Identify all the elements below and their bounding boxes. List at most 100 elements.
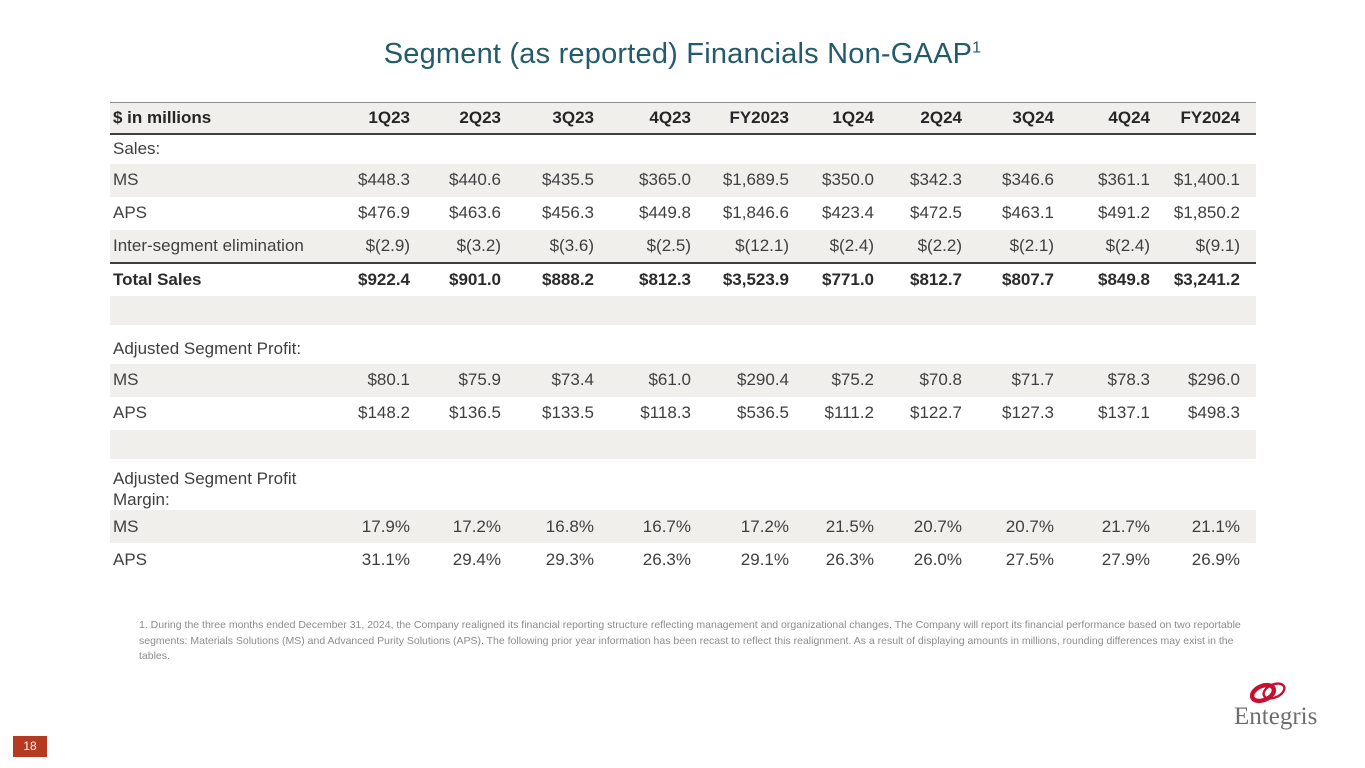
value-cell: $491.2 bbox=[1098, 203, 1150, 222]
logo-wordmark: Entegris bbox=[1234, 703, 1317, 730]
value-cell: $1,846.6 bbox=[722, 203, 789, 222]
table-row bbox=[110, 459, 1256, 468]
value-cell: 20.7% bbox=[978, 510, 1070, 543]
table-row: APS 31.1% 29.4% 29.3% 26.3% 29.1% 26.3% 26.0% 27… bbox=[110, 543, 1256, 576]
value-cell: $361.1 bbox=[1070, 163, 1166, 197]
value-cell: $70.8 bbox=[890, 363, 978, 397]
value-cell: $440.6 bbox=[426, 163, 517, 197]
value-cell: $498.3 bbox=[1188, 403, 1240, 422]
column-header-cell: 2Q24 bbox=[890, 102, 978, 135]
row-label-cell: APS bbox=[113, 203, 148, 222]
page-number-badge: 18 bbox=[13, 736, 47, 757]
table-row bbox=[110, 429, 1256, 459]
value-cell: $290.4 bbox=[707, 363, 805, 397]
value-cell: 26.3% bbox=[825, 549, 874, 569]
value-cell: $136.5 bbox=[449, 403, 501, 422]
section-label: Sales: bbox=[113, 139, 161, 159]
value-cell: $472.5 bbox=[910, 203, 962, 222]
value-cell: $365.0 bbox=[610, 163, 707, 197]
table-header-row: $ in millions 1Q23 2Q23 3Q23 4Q23 FY2023 1Q24 2… bbox=[110, 102, 1256, 135]
table-row: APS $148.2 $136.5 $133.5 $118.3 $536.5 $111.2 $… bbox=[110, 397, 1256, 430]
value-cell: 21.1% bbox=[1166, 510, 1256, 543]
value-cell: $73.4 bbox=[517, 363, 610, 397]
spacer-cell bbox=[110, 459, 1256, 468]
value-cell: $(2.9) bbox=[350, 229, 426, 264]
value-cell: $127.3 bbox=[1002, 403, 1054, 422]
table-row: APS $476.9 $463.6 $456.3 $449.8 $1,846.6 $423.… bbox=[110, 197, 1256, 230]
value-cell: $849.8 bbox=[1098, 269, 1150, 289]
table-row: Total Sales $922.4 $901.0 $888.2 $812.3 $3,52… bbox=[110, 263, 1256, 296]
column-header-cell: 2Q23 bbox=[426, 102, 517, 135]
value-cell: $148.2 bbox=[358, 403, 410, 422]
entegris-logo: Entegris bbox=[1233, 680, 1325, 735]
value-cell: $122.7 bbox=[910, 403, 962, 422]
table-body: Sales: MS $448.3 $440.6 $435.5 $365.0 $1,689.5… bbox=[110, 134, 1256, 577]
value-cell: $3,523.9 bbox=[722, 269, 789, 289]
value-cell: $888.2 bbox=[542, 269, 594, 289]
section-label: Adjusted Segment Profit Margin: bbox=[113, 468, 297, 509]
unit-label-header-cell: $ in millions bbox=[110, 102, 350, 135]
value-cell: $118.3 bbox=[640, 403, 691, 422]
financials-table: $ in millions 1Q23 2Q23 3Q23 4Q23 FY2023 1Q24 2… bbox=[110, 102, 1256, 576]
spacer-cell bbox=[110, 325, 1256, 334]
value-cell: 26.3% bbox=[642, 549, 691, 569]
value-cell: $71.7 bbox=[978, 363, 1070, 397]
value-cell: $536.5 bbox=[737, 403, 789, 422]
spacer-cell bbox=[110, 429, 1256, 459]
value-cell: 17.9% bbox=[350, 510, 426, 543]
value-cell: 16.7% bbox=[610, 510, 707, 543]
value-cell: $(2.5) bbox=[610, 229, 707, 264]
row-label-cell: MS bbox=[110, 363, 350, 397]
value-cell: 21.7% bbox=[1070, 510, 1166, 543]
value-cell: $78.3 bbox=[1070, 363, 1166, 397]
value-cell: $296.0 bbox=[1166, 363, 1256, 397]
table-row bbox=[110, 325, 1256, 334]
value-cell: $435.5 bbox=[517, 163, 610, 197]
value-cell: $(2.4) bbox=[1070, 229, 1166, 264]
title-footnote-ref: 1 bbox=[972, 39, 982, 57]
value-cell: 27.9% bbox=[1101, 549, 1150, 569]
column-header-cell: 4Q24 bbox=[1070, 102, 1166, 135]
spacer-cell bbox=[110, 295, 1256, 325]
column-header-cell: FY2023 bbox=[707, 102, 805, 135]
row-label-cell: APS bbox=[113, 403, 148, 422]
value-cell: $137.1 bbox=[1098, 403, 1150, 422]
row-label-cell: Inter-segment elimination bbox=[110, 229, 350, 264]
value-cell: $(2.1) bbox=[978, 229, 1070, 264]
value-cell: $1,850.2 bbox=[1173, 203, 1240, 222]
value-cell: $(3.6) bbox=[517, 229, 610, 264]
value-cell: 17.2% bbox=[707, 510, 805, 543]
value-cell: 16.8% bbox=[517, 510, 610, 543]
value-cell: $449.8 bbox=[639, 203, 691, 222]
value-cell: $111.2 bbox=[824, 403, 874, 422]
value-cell: 26.0% bbox=[913, 549, 962, 569]
value-cell: $812.7 bbox=[910, 269, 962, 289]
section-label-cell: Adjusted Segment Profit Margin: bbox=[110, 468, 1256, 511]
value-cell: $75.2 bbox=[805, 363, 890, 397]
value-cell: $133.5 bbox=[542, 403, 594, 422]
table-row: MS $448.3 $440.6 $435.5 $365.0 $1,689.5 $350.0… bbox=[110, 163, 1256, 197]
value-cell: $448.3 bbox=[350, 163, 426, 197]
value-cell: $771.0 bbox=[822, 269, 874, 289]
section-label: Adjusted Segment Profit: bbox=[113, 338, 302, 358]
value-cell: 17.2% bbox=[426, 510, 517, 543]
value-cell: 26.9% bbox=[1191, 549, 1240, 569]
section-label-cell: Sales: bbox=[110, 134, 1256, 164]
value-cell: $476.9 bbox=[358, 203, 410, 222]
value-cell: 21.5% bbox=[805, 510, 890, 543]
value-cell: 29.3% bbox=[545, 549, 594, 569]
row-label-cell: MS bbox=[110, 510, 350, 543]
column-header-cell: 3Q24 bbox=[978, 102, 1070, 135]
table-row bbox=[110, 295, 1256, 325]
value-cell: $(2.2) bbox=[890, 229, 978, 264]
table-row: Inter-segment elimination $(2.9) $(3.2) $(3… bbox=[110, 229, 1256, 264]
value-cell: $61.0 bbox=[610, 363, 707, 397]
value-cell: $456.3 bbox=[542, 203, 594, 222]
row-label-cell: MS bbox=[110, 163, 350, 197]
slide-title-text: Segment (as reported) Financials Non-GAA… bbox=[383, 38, 973, 70]
value-cell: $922.4 bbox=[358, 269, 410, 289]
value-cell: $463.1 bbox=[1002, 203, 1054, 222]
section-label-cell: Adjusted Segment Profit: bbox=[110, 334, 1256, 364]
value-cell: $(3.2) bbox=[426, 229, 517, 264]
value-cell: $807.7 bbox=[1002, 269, 1054, 289]
